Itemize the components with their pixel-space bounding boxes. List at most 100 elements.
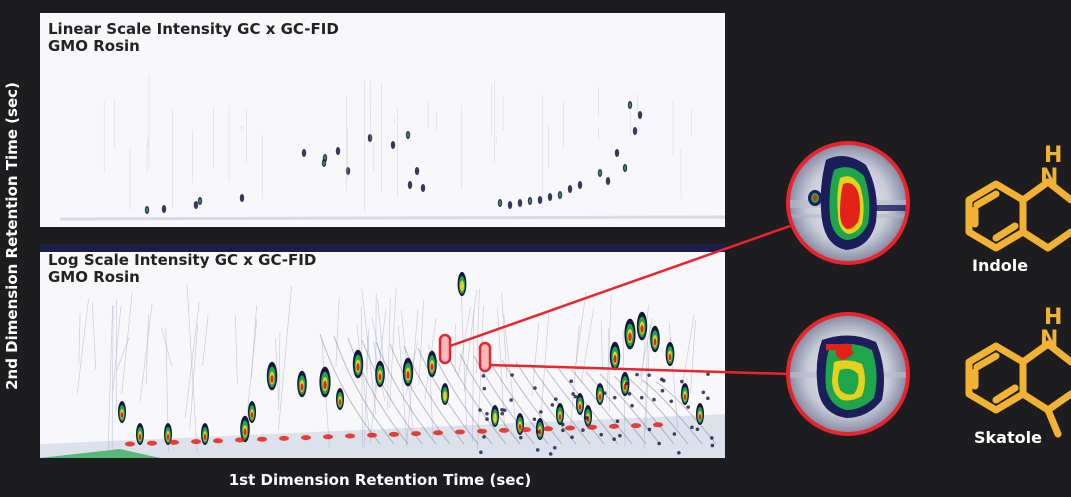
peak-core (623, 383, 627, 391)
peak (390, 141, 396, 149)
minor-peak (615, 419, 620, 424)
peak (420, 184, 426, 192)
minor-peak (672, 432, 677, 436)
peak-core (323, 380, 327, 390)
baseline-peak (323, 434, 333, 440)
baseline-peak (521, 427, 531, 433)
x-axis-label: 1st Dimension Retention Time (sec) (228, 471, 532, 489)
peak-core (324, 156, 326, 160)
peak (407, 181, 413, 189)
peak-core (356, 363, 360, 371)
peak-band (443, 391, 447, 401)
indole-hydrogen-label: H (1044, 143, 1062, 168)
skatole-nitrogen-label: N (1040, 327, 1058, 352)
minor-peak (706, 396, 710, 401)
minor-peak (701, 390, 706, 395)
baseline-peak (477, 428, 487, 434)
peak-core (323, 161, 325, 165)
baseline-peak (433, 430, 443, 436)
minor-peak (612, 395, 617, 400)
baseline-peak (257, 436, 267, 442)
peak (507, 201, 513, 209)
peak (239, 194, 245, 202)
baseline-peak (499, 427, 509, 433)
baseline-peak (169, 439, 179, 445)
minor-peak (479, 450, 483, 455)
peak (345, 167, 351, 175)
skatole-callout-line (489, 363, 791, 376)
peak-core (518, 424, 522, 430)
minor-peak (660, 388, 665, 393)
peak (614, 149, 620, 157)
peak (637, 111, 643, 119)
minor-peak (482, 386, 487, 391)
peak-core (406, 371, 410, 379)
peak (567, 185, 573, 193)
minor-peak (485, 411, 489, 416)
minor-peak (535, 429, 540, 434)
minor-peak (624, 381, 629, 386)
peak-core (598, 394, 602, 400)
peak-core (138, 434, 142, 440)
minor-peak (548, 452, 553, 456)
minor-peak (710, 443, 715, 448)
minor-peak (502, 408, 507, 413)
peak (632, 127, 638, 135)
peak-core (407, 133, 409, 137)
minor-peak (695, 427, 700, 432)
minor-peak (561, 422, 565, 427)
peak-core (629, 103, 631, 107)
log-panel-title: Log Scale Intensity GC x GC-FID GMO Rosi… (48, 251, 317, 286)
peak (301, 149, 307, 157)
minor-peak (599, 432, 604, 437)
minor-peak (639, 395, 644, 400)
minor-peak (710, 436, 714, 440)
indole-callout-line (449, 224, 791, 348)
minor-peak (690, 425, 694, 430)
skatole-hydrogen-label: H (1044, 305, 1062, 330)
peak-core (529, 199, 531, 203)
skatole-structure (965, 340, 1071, 438)
peak-core (378, 373, 382, 381)
baseline-peak (631, 423, 641, 429)
peak-band (493, 413, 497, 423)
minor-peak (553, 397, 558, 401)
baseline-peak (213, 438, 223, 444)
minor-peak (532, 417, 537, 422)
minor-peak (573, 394, 578, 399)
minor-peak (481, 374, 486, 378)
skatole-zoom-circle (786, 312, 910, 436)
peak (367, 134, 373, 142)
baseline-peak (125, 441, 135, 447)
indole-label: Indole (972, 256, 1029, 275)
minor-peak (500, 411, 505, 416)
baseline-peak (301, 435, 311, 441)
minor-peak (630, 403, 634, 408)
minor-peak (535, 448, 540, 452)
peak-core (668, 353, 672, 361)
peak-core (613, 355, 617, 363)
peak-core (698, 414, 702, 420)
minor-peak (509, 398, 513, 402)
peak (414, 167, 420, 175)
log-chromatogram-panel: Log Scale Intensity GC x GC-FID GMO Rosi… (40, 244, 725, 458)
peak-core (683, 394, 687, 400)
baseline-peak (389, 431, 399, 437)
minor-peak (552, 446, 557, 450)
peak-band (460, 280, 464, 292)
peak (577, 181, 583, 189)
baseline-peak (235, 437, 245, 443)
peak-core (146, 208, 148, 212)
linear-chromatogram-panel: Linear Scale Intensity GC x GC-FID GMO R… (40, 13, 725, 227)
peak (517, 199, 523, 207)
minor-peak (482, 435, 486, 439)
peak-core (538, 429, 542, 435)
indole-nitrogen-label: N (1040, 165, 1058, 190)
peak-core (558, 414, 562, 420)
baseline-peak (653, 422, 663, 428)
baseline-peak (411, 431, 421, 437)
peak-core (628, 332, 632, 342)
peak-core (166, 434, 170, 440)
peak (193, 201, 199, 209)
peak-core (640, 325, 644, 333)
